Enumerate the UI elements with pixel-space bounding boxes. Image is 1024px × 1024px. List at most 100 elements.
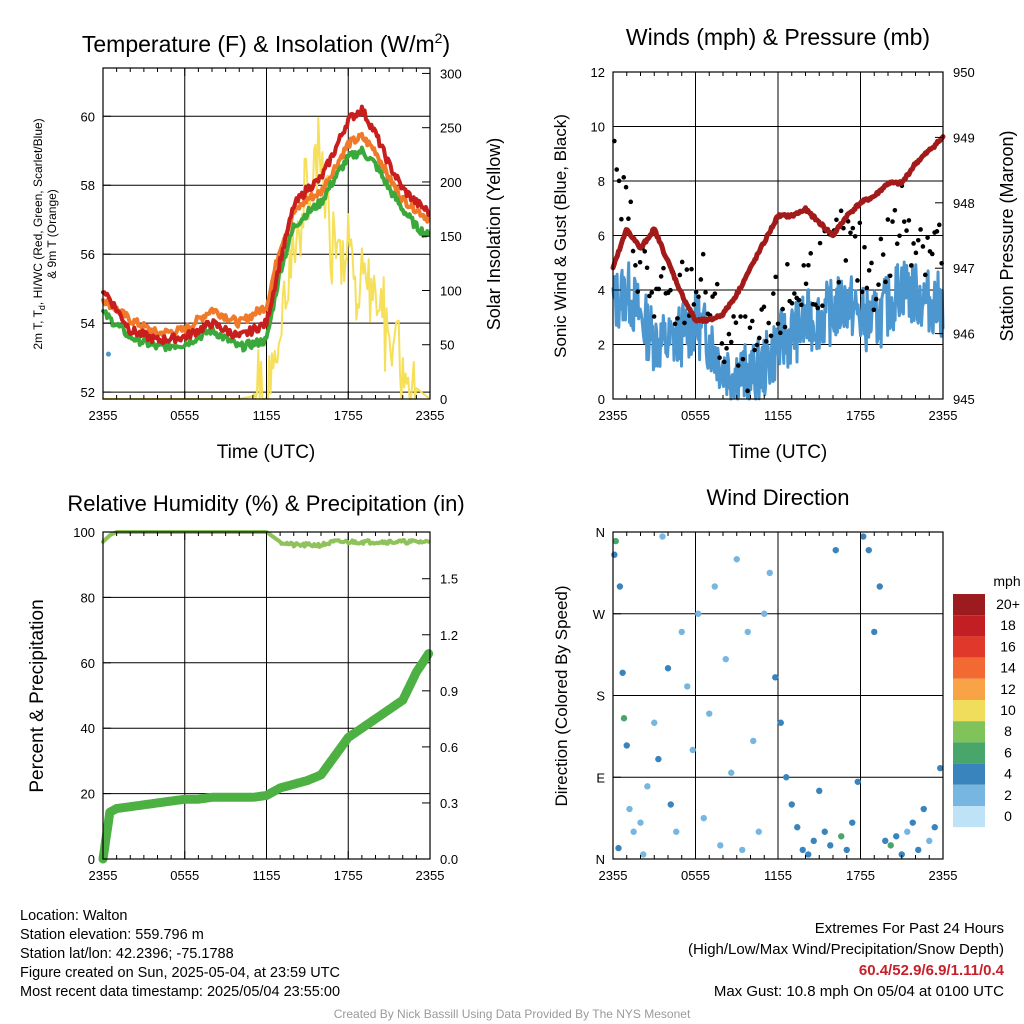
temperature-left-ticks: 52 54 56 58 60 [81, 109, 111, 400]
gust-point [621, 175, 627, 180]
direction-point [717, 842, 724, 849]
direction-point [915, 846, 922, 854]
direction-point [788, 801, 795, 808]
gust-point [728, 339, 734, 345]
direction-point [728, 769, 735, 776]
gust-point [801, 263, 807, 268]
direction-point [898, 851, 905, 858]
direction-point [667, 801, 674, 808]
gust-point [876, 282, 881, 287]
direction-xtick: 2355 [599, 868, 628, 883]
legend-title: mph [993, 573, 1020, 589]
direction-point [695, 610, 702, 617]
temp-ytick-label: 56 [81, 247, 95, 262]
temperature-xlabel: Time (UTC) [217, 442, 316, 463]
temperature-ylabel-line1: 2m T, Td, HI/WC (Red, Green, Scarlet/Blu… [31, 118, 47, 349]
temp-rtick-label: 200 [440, 175, 462, 190]
direction-point [937, 764, 944, 772]
legend-swatch [953, 721, 985, 743]
direction-point [630, 828, 637, 835]
gust-point [635, 289, 641, 294]
gust-point [813, 302, 818, 308]
legend-label: 2 [1004, 787, 1012, 803]
gust-point [754, 342, 760, 348]
winds-title: Winds (mph) & Pressure (mb) [626, 24, 930, 50]
gust-point [630, 248, 636, 254]
humidity-rtick-label: 0.3 [440, 796, 458, 811]
winds-rtick-label: 947 [953, 261, 975, 276]
winds-xtick: 1155 [764, 408, 792, 423]
direction-point [689, 746, 696, 754]
direction-point [887, 842, 894, 849]
legend-swatch [953, 742, 985, 764]
humidity-ytick-label: 60 [81, 656, 95, 671]
legend-label: 0 [1004, 808, 1012, 824]
direction-point [620, 715, 628, 722]
direction-ytick-label: N [596, 525, 605, 540]
gust-point [623, 184, 629, 190]
legend-label: 10 [1000, 702, 1016, 718]
gust-point [651, 314, 657, 319]
direction-point [659, 533, 666, 540]
humidity-rtick-label: 0.0 [440, 852, 458, 867]
winds-ytick-label: 10 [591, 120, 605, 135]
credit-line: Created By Nick Bassill Using Data Provi… [333, 1007, 691, 1021]
gust-point [929, 251, 935, 257]
temp-rtick-label: 50 [440, 338, 454, 353]
winds-ytick-label: 2 [598, 338, 605, 353]
humidity-rtick-label: 1.5 [440, 572, 458, 587]
gust-point [803, 281, 809, 287]
winds-ytick-label: 8 [598, 174, 605, 189]
gust-point [838, 208, 844, 214]
direction-point [860, 533, 867, 540]
pressure-ylabel: Station Pressure (Maroon) [997, 130, 1017, 341]
humidity-ytick-label: 0 [88, 852, 95, 867]
gust-point [890, 219, 895, 224]
gust-point [642, 249, 648, 254]
direction-point [733, 556, 740, 563]
direction-point [821, 828, 828, 835]
gust-point [887, 273, 893, 279]
direction-xtick: 2355 [929, 868, 958, 883]
humidity-ytick-label: 20 [81, 787, 95, 802]
gust-point [698, 277, 704, 282]
direction-point [882, 837, 889, 845]
gust-point [936, 222, 942, 228]
direction-point [619, 669, 626, 676]
direction-point [684, 683, 691, 690]
gust-point [815, 305, 821, 311]
extremes-info: Extremes For Past 24 Hours (High/Low/Max… [688, 918, 1004, 1002]
gust-point [749, 318, 755, 324]
winds-rtick-label: 945 [953, 392, 975, 407]
direction-point [931, 824, 938, 831]
humidity-series [101, 530, 431, 549]
gust-point [859, 289, 865, 295]
direction-point [706, 710, 713, 717]
direction-point [766, 569, 773, 577]
direction-point [904, 828, 911, 835]
humidity-ytick-label: 80 [81, 590, 95, 605]
direction-point [673, 828, 680, 835]
direction-point [739, 846, 746, 854]
gust-point [799, 302, 804, 308]
gust-point [747, 325, 753, 331]
humidity-plot [98, 530, 434, 864]
direction-point [640, 851, 647, 858]
gust-point [866, 268, 872, 273]
temp-xtick: 2355 [89, 408, 118, 423]
direction-point [871, 628, 878, 636]
direction-point [777, 719, 784, 726]
direction-point [678, 628, 685, 636]
recent-timestamp: Most recent data timestamp: 2025/05/04 2… [20, 984, 341, 1000]
winds-xtick: 0555 [681, 408, 710, 423]
direction-point [805, 851, 812, 858]
direction-point [761, 610, 768, 617]
insolation-right-ticks: 0 50 100 150 200 250 300 [422, 66, 462, 407]
direction-ytick-label: W [593, 607, 606, 622]
temp-xtick: 2355 [416, 408, 445, 423]
legend-swatch [953, 615, 985, 637]
extremes-values: 60.4/52.9/6.9/1.11/0.4 [858, 962, 1004, 979]
gust-point [721, 359, 727, 365]
gust-point [920, 244, 926, 249]
direction-point [651, 719, 658, 726]
